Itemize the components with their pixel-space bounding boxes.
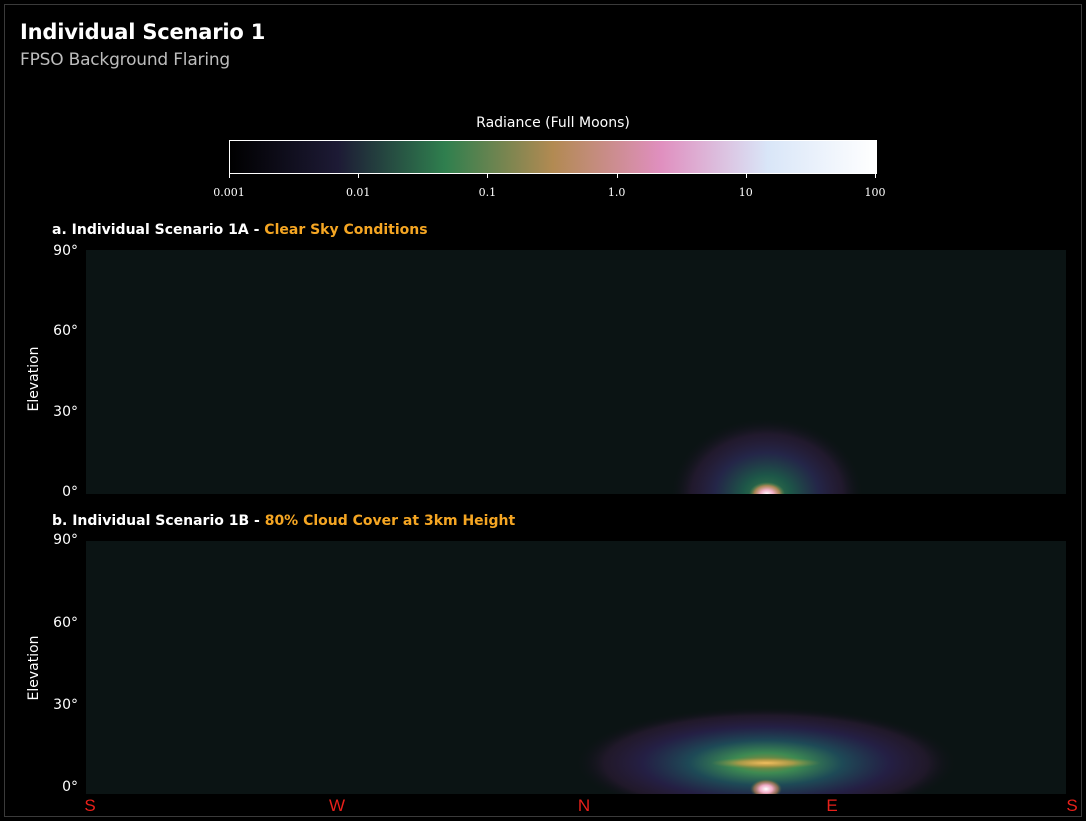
colorbar-gradient (229, 140, 877, 174)
panel-b-plot (86, 541, 1066, 794)
panel-a-background (86, 250, 1066, 494)
figure-frame (4, 4, 1082, 817)
direction-label-s-start: S (84, 796, 96, 815)
panel-b-ytick-60: 60° (53, 615, 78, 631)
panel-a-glow (672, 419, 862, 494)
direction-label-w: W (328, 796, 346, 815)
colorbar-tickmark (358, 173, 360, 178)
panel-b-cloud-glow (576, 707, 956, 794)
colorbar-tickmark (487, 173, 489, 178)
colorbar-tick-label: 0.01 (345, 186, 371, 199)
colorbar-tickmark (745, 173, 747, 178)
panel-b-ytick-0: 0° (62, 779, 78, 795)
panel-a-ytick-90: 90° (53, 243, 78, 259)
panel-a-title-highlight: Clear Sky Conditions (264, 222, 428, 238)
panel-b-ytick-30: 30° (53, 697, 78, 713)
panel-b-title: b. Individual Scenario 1B - 80% Cloud Co… (52, 513, 515, 529)
panel-a-title-prefix: a. Individual Scenario 1A - (52, 222, 265, 238)
panel-a-flare-core (749, 482, 785, 494)
panel-a-heatmap (86, 250, 1066, 494)
panel-a-title: a. Individual Scenario 1A - Clear Sky Co… (52, 222, 428, 238)
panel-a-ytick-60: 60° (53, 323, 78, 339)
panel-a-ytick-0: 0° (62, 484, 78, 500)
colorbar-tickmark (875, 173, 876, 178)
panel-b-ytick-90: 90° (53, 532, 78, 548)
direction-label-n: N (577, 796, 591, 815)
colorbar-title: Radiance (Full Moons) (476, 115, 630, 131)
panel-b-flare-core (750, 779, 782, 794)
colorbar-tickmark (616, 173, 618, 178)
panel-a-ytick-30: 30° (53, 404, 78, 420)
colorbar-tick-label: 1.0 (607, 186, 626, 199)
panel-b-title-prefix: b. Individual Scenario 1B - (52, 513, 265, 529)
panel-a-plot (86, 250, 1066, 494)
colorbar-tick-label: 0.1 (478, 186, 497, 199)
figure-title: Individual Scenario 1 (20, 20, 266, 44)
panel-a-ylabel: Elevation (26, 346, 42, 412)
colorbar-tickmark (229, 173, 230, 178)
panel-b-cloud-band (711, 757, 821, 769)
colorbar-tick-label: 10 (738, 186, 753, 199)
colorbar-tick-label: 100 (864, 186, 886, 199)
panel-b-ylabel: Elevation (26, 635, 42, 701)
direction-label-e: E (826, 796, 838, 815)
colorbar-tick-label: 0.001 (213, 186, 245, 199)
direction-label-s-end: S (1066, 796, 1078, 815)
panel-b-title-highlight: 80% Cloud Cover at 3km Height (264, 513, 516, 529)
figure-subtitle: FPSO Background Flaring (20, 50, 231, 70)
panel-b-heatmap (86, 541, 1066, 794)
